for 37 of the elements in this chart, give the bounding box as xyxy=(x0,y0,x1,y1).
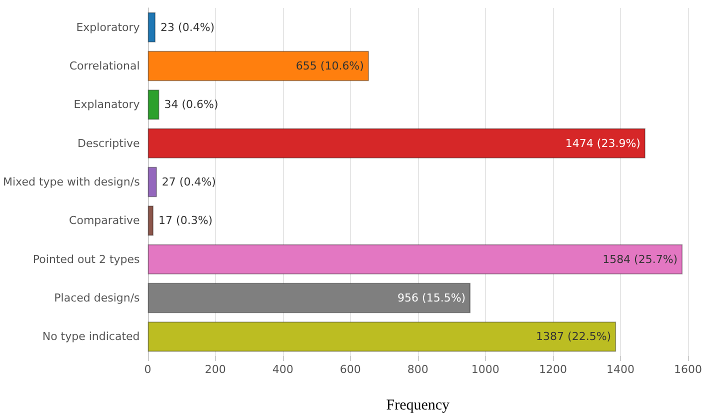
bar xyxy=(148,166,157,198)
data-label: 956 (15.5%) xyxy=(398,292,466,304)
x-tick-label: 1600 xyxy=(674,363,702,376)
y-tick-label: Exploratory xyxy=(76,20,140,34)
bar xyxy=(148,12,156,42)
y-tick-label: Explanatory xyxy=(74,98,140,112)
data-label: 1387 (22.5%) xyxy=(536,330,612,344)
data-label: 34 (0.6%) xyxy=(164,98,218,112)
y-tick-label: Placed design/s xyxy=(54,292,140,304)
x-tick-label: 1000 xyxy=(471,363,500,376)
y-tick-label: No type indicated xyxy=(42,330,140,344)
x-tick-label: 1400 xyxy=(606,363,634,376)
y-tick-label: Comparative xyxy=(69,214,140,228)
y-tick-label: Mixed type with design/s xyxy=(3,176,140,188)
x-tick-label: 800 xyxy=(407,363,428,376)
y-tick-label: Descriptive xyxy=(78,136,140,150)
x-tick-label: 600 xyxy=(340,363,361,376)
bar xyxy=(148,90,160,120)
bar xyxy=(148,206,154,236)
data-label: 23 (0.4%) xyxy=(160,20,215,34)
x-axis-title: Frequency xyxy=(386,398,450,414)
bar xyxy=(148,322,616,352)
data-label: 1584 (25.7%) xyxy=(602,252,678,266)
y-tick-label: Correlational xyxy=(69,60,140,72)
y-tick-label: Pointed out 2 types xyxy=(32,252,140,266)
data-label: 655 (10.6%) xyxy=(296,60,364,72)
x-tick-label: 400 xyxy=(272,363,294,376)
data-label: 1474 (23.9%) xyxy=(565,136,640,150)
data-label: 17 (0.3%) xyxy=(158,214,213,228)
bar xyxy=(148,244,683,274)
x-tick-label: 1200 xyxy=(538,363,567,376)
bar xyxy=(148,128,646,158)
bar xyxy=(148,50,369,82)
bar xyxy=(148,282,471,314)
x-tick-label: 0 xyxy=(144,363,152,376)
data-label: 27 (0.4%) xyxy=(162,176,216,188)
x-tick-label: 200 xyxy=(204,363,226,376)
